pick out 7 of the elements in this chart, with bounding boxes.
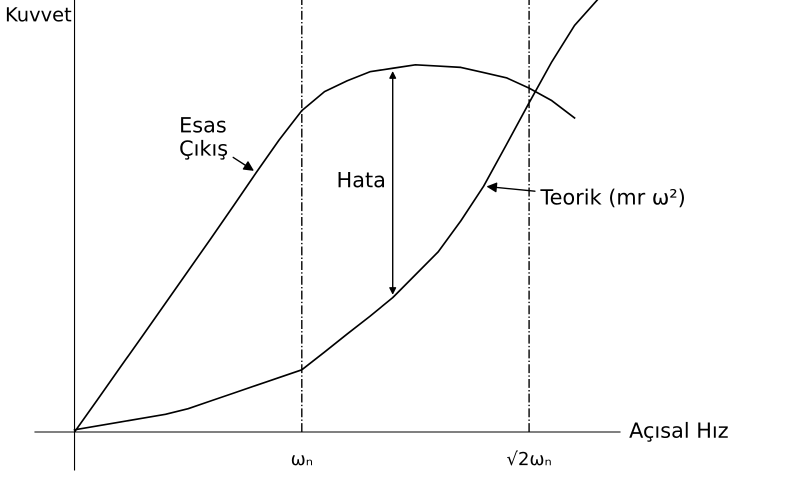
annotation: Hata [338, 172, 384, 188]
x-axis-title: Açısal Hız [629, 422, 728, 442]
series-label: Esas Çıkış [180, 117, 228, 160]
legend-label: Teorik (mr ω²) [540, 188, 684, 208]
x-tick-label: √2ωₙ [506, 450, 551, 466]
y-axis-title: Kuvvet [6, 7, 72, 22]
x-tick-label: ωₙ [292, 455, 312, 466]
